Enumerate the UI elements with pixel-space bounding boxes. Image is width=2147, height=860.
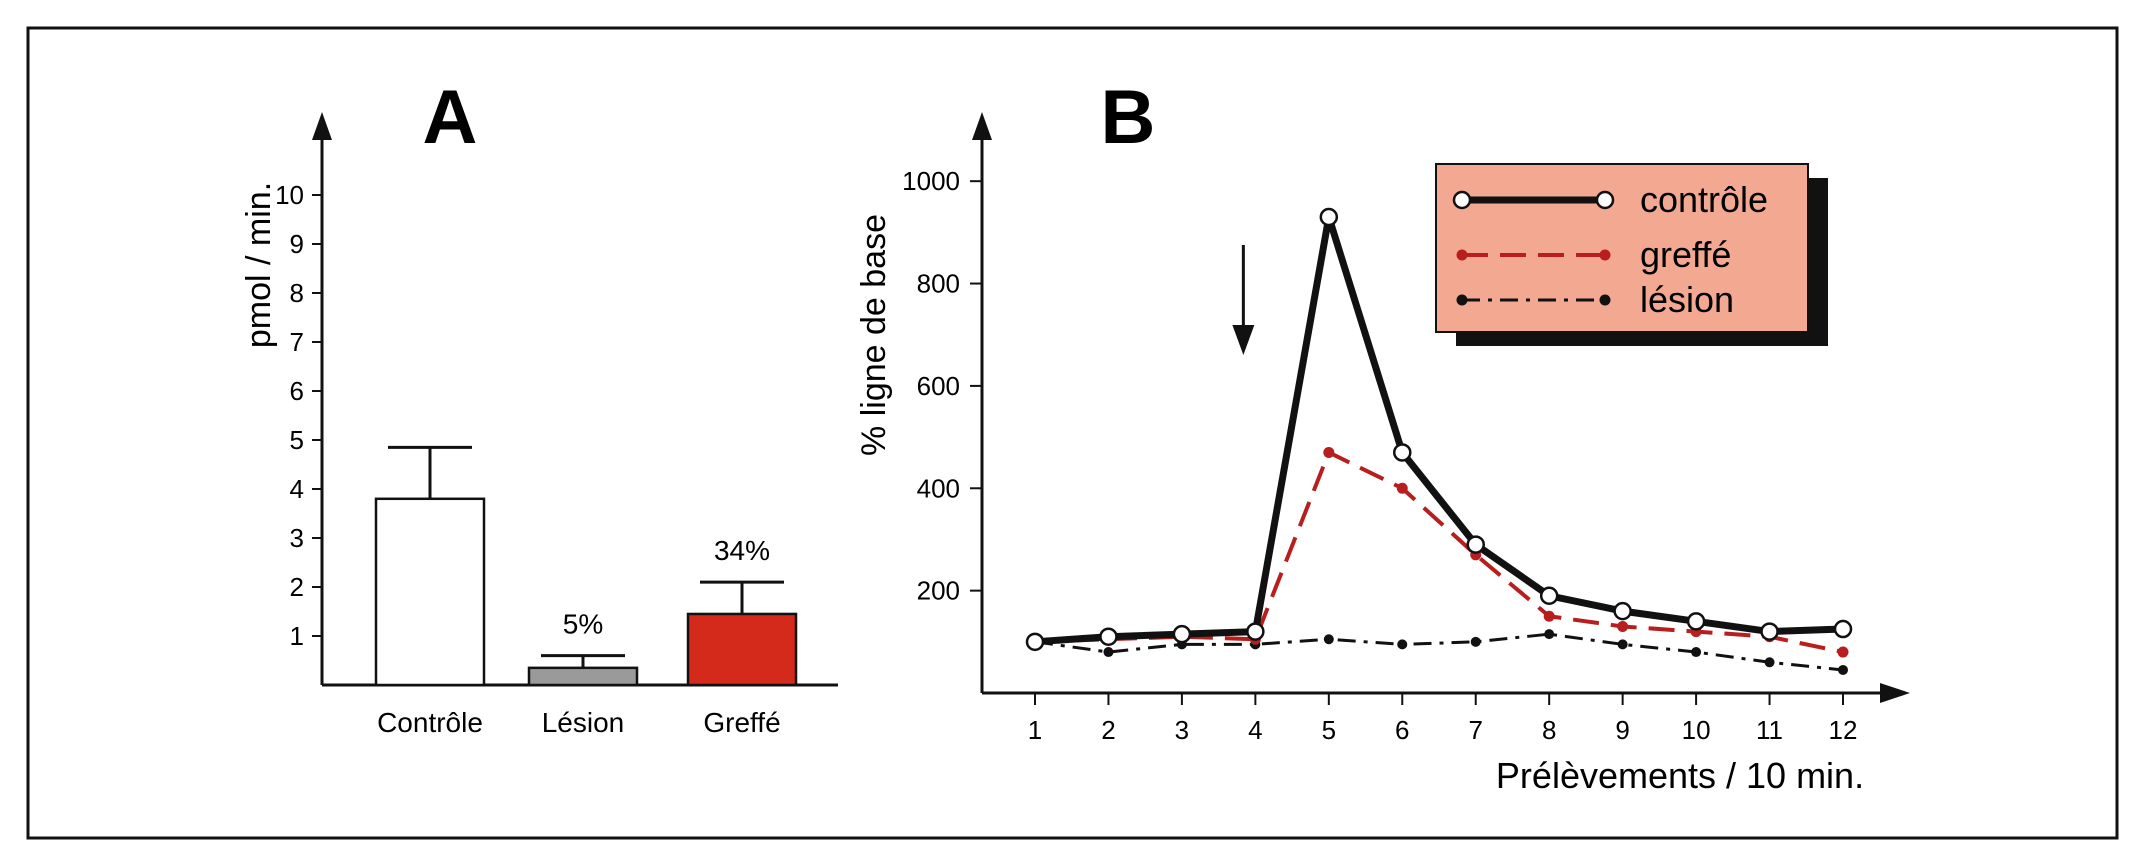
y-tick-label: 400 bbox=[917, 473, 960, 503]
x-tick-label: 7 bbox=[1468, 715, 1482, 745]
x-tick-label: Contrôle bbox=[377, 707, 483, 738]
y-axis-arrow bbox=[972, 112, 992, 140]
data-point bbox=[1539, 586, 1559, 606]
data-point bbox=[1760, 622, 1779, 641]
data-point bbox=[1099, 627, 1118, 646]
x-tick-label: 6 bbox=[1395, 715, 1409, 745]
panel-b-label: B bbox=[1101, 75, 1156, 160]
y-tick-label: 200 bbox=[917, 576, 960, 606]
data-point bbox=[1470, 636, 1481, 647]
y-tick-label: 2 bbox=[290, 572, 304, 602]
y-tick-label: 10 bbox=[275, 180, 304, 210]
data-point bbox=[1323, 446, 1335, 458]
y-tick-label: 6 bbox=[290, 376, 304, 406]
x-tick-label: 10 bbox=[1682, 715, 1711, 745]
x-tick-label: Lésion bbox=[542, 707, 625, 738]
data-point bbox=[1397, 639, 1408, 650]
data-point bbox=[1691, 647, 1702, 658]
bar bbox=[527, 666, 639, 687]
x-tick-label: 12 bbox=[1829, 715, 1858, 745]
series-line bbox=[1034, 213, 1844, 646]
legend-marker bbox=[1456, 249, 1468, 261]
data-point bbox=[1837, 646, 1849, 658]
y-tick-label: 7 bbox=[290, 327, 304, 357]
legend-marker bbox=[1452, 190, 1472, 210]
data-point bbox=[1393, 443, 1412, 462]
y-tick-label: 4 bbox=[290, 474, 304, 504]
x-tick-label: 9 bbox=[1615, 715, 1629, 745]
x-tick-label: 11 bbox=[1756, 715, 1783, 745]
data-point bbox=[1246, 622, 1265, 641]
data-point bbox=[1319, 207, 1339, 227]
data-point bbox=[1613, 601, 1632, 621]
y-tick-label: 5 bbox=[290, 425, 304, 455]
data-point bbox=[1025, 632, 1045, 652]
data-point bbox=[1544, 629, 1555, 640]
y-tick-label: 600 bbox=[917, 371, 960, 401]
x-tick-label: 3 bbox=[1175, 715, 1189, 745]
legend-marker bbox=[1599, 249, 1611, 261]
x-axis-arrow bbox=[1880, 683, 1910, 703]
data-point bbox=[1833, 619, 1853, 639]
x-tick-label: 5 bbox=[1322, 715, 1336, 745]
data-point bbox=[1764, 657, 1775, 668]
data-point bbox=[1838, 664, 1848, 675]
line-chart-panel: B % ligne de base Prélèvements / 10 min.… bbox=[855, 75, 1910, 796]
figure-frame bbox=[26, 26, 2119, 840]
data-point bbox=[1617, 639, 1628, 650]
y-tick-label: 1000 bbox=[902, 166, 960, 196]
bar-chart-panel: A pmol / min. 1 2 3 4 5 6 7 8 9 10 Contrôle Lésion… bbox=[240, 75, 838, 738]
legend-marker bbox=[1595, 190, 1615, 210]
x-tick-label: 4 bbox=[1248, 715, 1262, 745]
legend-label: greffé bbox=[1640, 234, 1731, 275]
y-tick-label: 8 bbox=[290, 278, 304, 308]
legend-marker bbox=[1599, 294, 1611, 306]
data-label: 5% bbox=[563, 609, 603, 640]
x-tick-label: Greffé bbox=[703, 707, 780, 738]
x-tick-label: 1 bbox=[1028, 715, 1042, 745]
panel-a-label: A bbox=[423, 75, 478, 160]
y-axis-label: % ligne de base bbox=[855, 214, 893, 456]
stimulus-arrow-head bbox=[1232, 325, 1255, 355]
data-point bbox=[1543, 610, 1555, 622]
data-point bbox=[1466, 535, 1485, 554]
legend-box bbox=[1435, 163, 1809, 333]
x-tick-label: 8 bbox=[1542, 715, 1556, 745]
y-tick-label: 800 bbox=[917, 269, 960, 299]
x-tick-label: 2 bbox=[1101, 715, 1115, 745]
y-axis-arrow bbox=[312, 112, 332, 140]
y-tick-label: 3 bbox=[290, 523, 304, 553]
data-point bbox=[1686, 612, 1706, 631]
legend-marker bbox=[1456, 294, 1468, 306]
data-point bbox=[1103, 647, 1114, 658]
bar bbox=[374, 497, 486, 687]
y-tick-label: 1 bbox=[290, 621, 304, 651]
data-point bbox=[1396, 482, 1408, 494]
y-tick-label: 9 bbox=[290, 229, 304, 259]
data-label: 34% bbox=[714, 535, 770, 566]
legend-label: lésion bbox=[1640, 279, 1734, 320]
x-axis-label: Prélèvements / 10 min. bbox=[1496, 755, 1864, 796]
data-point bbox=[1617, 620, 1629, 632]
bar bbox=[686, 612, 798, 687]
data-point bbox=[1172, 624, 1192, 644]
data-point bbox=[1323, 634, 1334, 645]
legend-label: contrôle bbox=[1640, 179, 1768, 220]
y-axis-label: pmol / min. bbox=[240, 182, 278, 348]
